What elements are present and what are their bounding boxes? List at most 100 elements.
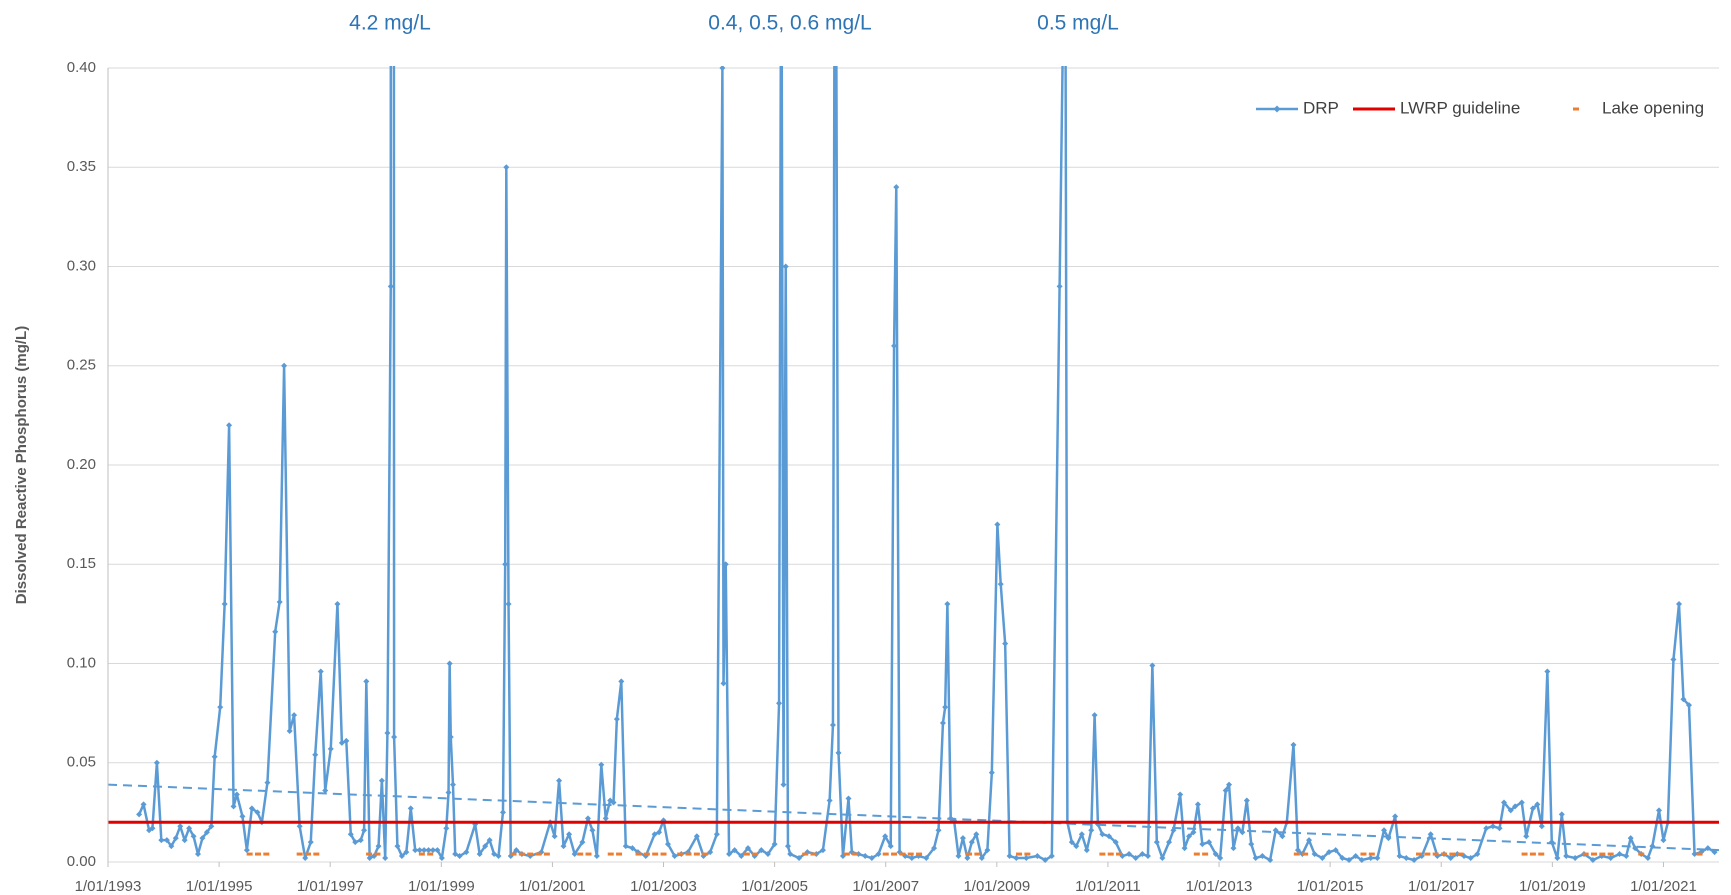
point: [1068, 839, 1075, 846]
point: [211, 753, 218, 760]
point: [758, 847, 765, 854]
point: [585, 852, 592, 856]
point: [140, 801, 147, 808]
x-tick-label: 1/01/1997: [297, 878, 364, 895]
point: [566, 831, 573, 838]
point: [782, 263, 789, 270]
point: [577, 852, 584, 856]
point: [1149, 662, 1156, 669]
point: [217, 704, 224, 711]
point: [1293, 852, 1300, 856]
series-line: [137, 66, 1716, 862]
point: [382, 855, 389, 862]
point: [1239, 829, 1246, 836]
point: [443, 825, 450, 832]
point: [726, 851, 733, 858]
point: [447, 733, 454, 740]
point: [1589, 857, 1596, 864]
point: [476, 851, 483, 858]
point: [281, 362, 288, 369]
point: [994, 521, 1001, 528]
point: [334, 600, 341, 607]
point: [829, 722, 836, 729]
point: [1538, 823, 1545, 830]
point: [616, 852, 623, 856]
point: [1290, 741, 1297, 748]
point: [1279, 833, 1286, 840]
point: [1474, 851, 1481, 858]
point: [1563, 853, 1570, 860]
point: [966, 852, 973, 856]
point: [651, 831, 658, 838]
point: [199, 835, 206, 842]
point: [194, 851, 201, 858]
point: [1153, 839, 1160, 846]
point: [1368, 852, 1375, 856]
point: [660, 852, 667, 856]
point: [908, 855, 915, 862]
point: [1396, 853, 1403, 860]
point: [868, 855, 875, 862]
point: [1193, 852, 1200, 856]
annotation: 0.5 mg/L: [1037, 12, 1119, 35]
point: [1411, 857, 1418, 864]
point: [407, 805, 414, 812]
point: [916, 852, 923, 856]
point: [1166, 839, 1173, 846]
point: [1088, 827, 1095, 834]
point: [810, 852, 817, 856]
legend: DRP LWRP guideline Lake opening: [1256, 98, 1704, 117]
point: [875, 851, 882, 858]
point: [1217, 855, 1224, 862]
point: [1544, 668, 1551, 675]
point: [438, 855, 445, 862]
point: [312, 751, 319, 758]
point: [1449, 852, 1456, 856]
point: [1676, 600, 1683, 607]
point: [1711, 849, 1718, 856]
point: [357, 837, 364, 844]
point: [802, 852, 809, 856]
annotation: 4.2 mg/L: [349, 12, 431, 35]
point: [264, 779, 271, 786]
point: [304, 852, 311, 856]
point: [1424, 852, 1431, 856]
point: [589, 827, 596, 834]
point: [685, 852, 692, 856]
point: [221, 600, 228, 607]
point: [177, 823, 184, 830]
point: [664, 841, 671, 848]
point: [527, 852, 534, 856]
point: [677, 852, 684, 856]
point: [1467, 855, 1474, 862]
point: [1267, 857, 1274, 864]
point: [882, 833, 889, 840]
point: [1623, 853, 1630, 860]
point: [158, 837, 165, 844]
point: [1548, 839, 1555, 846]
y-tick-label: 0.10: [67, 654, 96, 671]
point: [1360, 852, 1367, 856]
point: [272, 628, 279, 635]
point: [1358, 857, 1365, 864]
point: [375, 843, 382, 850]
point: [1013, 855, 1020, 862]
point: [1194, 801, 1201, 808]
point: [416, 847, 423, 854]
point: [1374, 855, 1381, 862]
point: [327, 745, 334, 752]
point: [1529, 852, 1536, 856]
point: [1181, 845, 1188, 852]
trendline: [107, 783, 1720, 852]
point: [398, 853, 405, 860]
point: [1416, 852, 1423, 856]
point: [1607, 855, 1614, 862]
point: [391, 733, 398, 740]
plot-area: [107, 66, 1720, 864]
point: [338, 739, 345, 746]
point: [190, 833, 197, 840]
point: [935, 827, 942, 834]
point: [366, 855, 373, 862]
point: [882, 852, 889, 856]
point: [1302, 852, 1309, 856]
